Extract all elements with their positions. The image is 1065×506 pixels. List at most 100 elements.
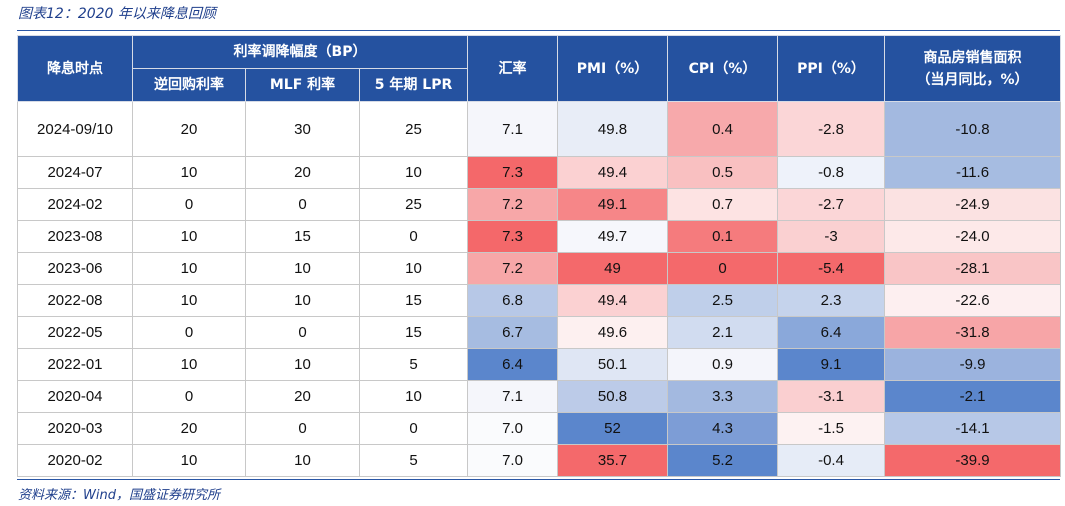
header-cell: MLF 利率 — [245, 68, 360, 102]
table-cell: -24.0 — [884, 220, 1062, 253]
header-line: （当月同比，%） — [916, 71, 1029, 88]
table-cell: 0.5 — [667, 156, 779, 189]
header-cell: PPI（%） — [777, 35, 886, 102]
table-cell: 10 — [358, 380, 469, 413]
table-row: 2020-02 10 10 5 7.0 35.7 5.2 -0.4 -39.9 — [17, 444, 1062, 477]
table-cell: 2024-07 — [17, 156, 133, 189]
rate-cut-table: 降息时点 利率调降幅度（BP） 汇率 PMI（%） CPI（%） PPI（%） 商品房销… — [17, 35, 1062, 477]
table-cell: 7.2 — [467, 188, 559, 221]
table-cell: 9.1 — [777, 348, 886, 381]
table-cell: 20 — [132, 101, 246, 157]
table-row: 2024-07 10 20 10 7.3 49.4 0.5 -0.8 -11.6 — [17, 156, 1062, 189]
table-cell: 25 — [358, 188, 469, 221]
table-cell: 49.8 — [557, 101, 669, 157]
table-cell: -2.8 — [777, 101, 886, 157]
table-cell: -31.8 — [884, 316, 1062, 349]
table-cell: 7.3 — [467, 220, 559, 253]
table-body: 2024-09/10 20 30 25 7.1 49.8 0.4 -2.8 -10.8 2024-… — [17, 101, 1062, 477]
source: 资料来源：Wind，国盛证券研究所 — [18, 488, 220, 503]
table-cell: 2020-03 — [17, 412, 133, 445]
table-cell: 6.8 — [467, 284, 559, 317]
table-cell: -2.1 — [884, 380, 1062, 413]
table-cell: 49 — [557, 252, 669, 285]
table-cell: 6.7 — [467, 316, 559, 349]
table-row: 2020-03 20 0 0 7.0 52 4.3 -1.5 -14.1 — [17, 412, 1062, 445]
table-cell: 10 — [358, 252, 469, 285]
header-cell: PMI（%） — [557, 35, 669, 102]
table-cell: 10 — [132, 220, 246, 253]
table-row: 2022-01 10 10 5 6.4 50.1 0.9 9.1 -9.9 — [17, 348, 1062, 381]
table-cell: -2.7 — [777, 188, 886, 221]
table-cell: 50.1 — [557, 348, 669, 381]
header-cell: 利率调降幅度（BP） — [131, 35, 469, 69]
header-cell: 逆回购利率 — [132, 68, 246, 102]
table-cell: -3 — [777, 220, 886, 253]
table-cell: 49.6 — [557, 316, 669, 349]
table-cell: -10.8 — [884, 101, 1062, 157]
table-cell: 0.7 — [667, 188, 779, 221]
header-cell: 汇率 — [467, 35, 559, 102]
table-cell: 50.8 — [557, 380, 669, 413]
table-cell: 2.3 — [777, 284, 886, 317]
table-cell: -0.4 — [777, 444, 886, 477]
table-cell: -9.9 — [884, 348, 1062, 381]
table-row: 2023-06 10 10 10 7.2 49 0 -5.4 -28.1 — [17, 252, 1062, 285]
table-cell: 0 — [132, 316, 246, 349]
table-cell: 10 — [245, 252, 360, 285]
table-cell: 0 — [245, 412, 360, 445]
table-cell: -14.1 — [884, 412, 1062, 445]
table-cell: 0 — [358, 412, 469, 445]
table-cell: 0 — [667, 252, 779, 285]
table-cell: -3.1 — [777, 380, 886, 413]
table-cell: 10 — [132, 252, 246, 285]
table-cell: 15 — [245, 220, 360, 253]
source-rule — [17, 479, 1060, 480]
table-cell: 7.1 — [467, 380, 559, 413]
table-cell: 10 — [132, 156, 246, 189]
table-cell: -28.1 — [884, 252, 1062, 285]
table-cell: 0 — [245, 316, 360, 349]
table-cell: -1.5 — [777, 412, 886, 445]
table-cell: -0.8 — [777, 156, 886, 189]
table-cell: 7.1 — [467, 101, 559, 157]
table-cell: 5.2 — [667, 444, 779, 477]
table-cell: 20 — [245, 380, 360, 413]
title-rule — [17, 30, 1060, 31]
table-cell: 10 — [245, 444, 360, 477]
title: 图表12：2020 年以来降息回顾 — [18, 6, 216, 22]
table-cell: -11.6 — [884, 156, 1062, 189]
table-cell: 4.3 — [667, 412, 779, 445]
table-cell: 7.2 — [467, 252, 559, 285]
table-cell: 0 — [245, 188, 360, 221]
header-line: 商品房销售面积 — [923, 49, 1022, 66]
table-cell: 7.3 — [467, 156, 559, 189]
table-cell: 7.0 — [467, 412, 559, 445]
header-cell: 5 年期 LPR — [358, 68, 469, 102]
table-cell: 49.4 — [557, 156, 669, 189]
table-cell: 6.4 — [777, 316, 886, 349]
table-cell: 0.9 — [667, 348, 779, 381]
table-cell: 49.4 — [557, 284, 669, 317]
table-cell: -5.4 — [777, 252, 886, 285]
table-cell: 2022-01 — [17, 348, 133, 381]
table-cell: 5 — [358, 348, 469, 381]
table-cell: 2.5 — [667, 284, 779, 317]
table-cell: 7.0 — [467, 444, 559, 477]
table-cell: 2024-09/10 — [17, 101, 133, 157]
table-cell: 49.1 — [557, 188, 669, 221]
table-cell: 15 — [358, 284, 469, 317]
table-cell: 6.4 — [467, 348, 559, 381]
header-row: 逆回购利率 MLF 利率 5 年期 LPR — [18, 68, 1061, 102]
table-cell: 49.7 — [557, 220, 669, 253]
table-cell: 2023-08 — [17, 220, 133, 253]
table-row: 2024-02 0 0 25 7.2 49.1 0.7 -2.7 -24.9 — [17, 188, 1062, 221]
table-cell: 5 — [358, 444, 469, 477]
table-cell: -22.6 — [884, 284, 1062, 317]
table-cell: 2.1 — [667, 316, 779, 349]
table-cell: 35.7 — [557, 444, 669, 477]
table-row: 2023-08 10 15 0 7.3 49.7 0.1 -3 -24.0 — [17, 220, 1062, 253]
table-cell: 2020-02 — [17, 444, 133, 477]
table-cell: 2023-06 — [17, 252, 133, 285]
table-row: 2022-05 0 0 15 6.7 49.6 2.1 6.4 -31.8 — [17, 316, 1062, 349]
